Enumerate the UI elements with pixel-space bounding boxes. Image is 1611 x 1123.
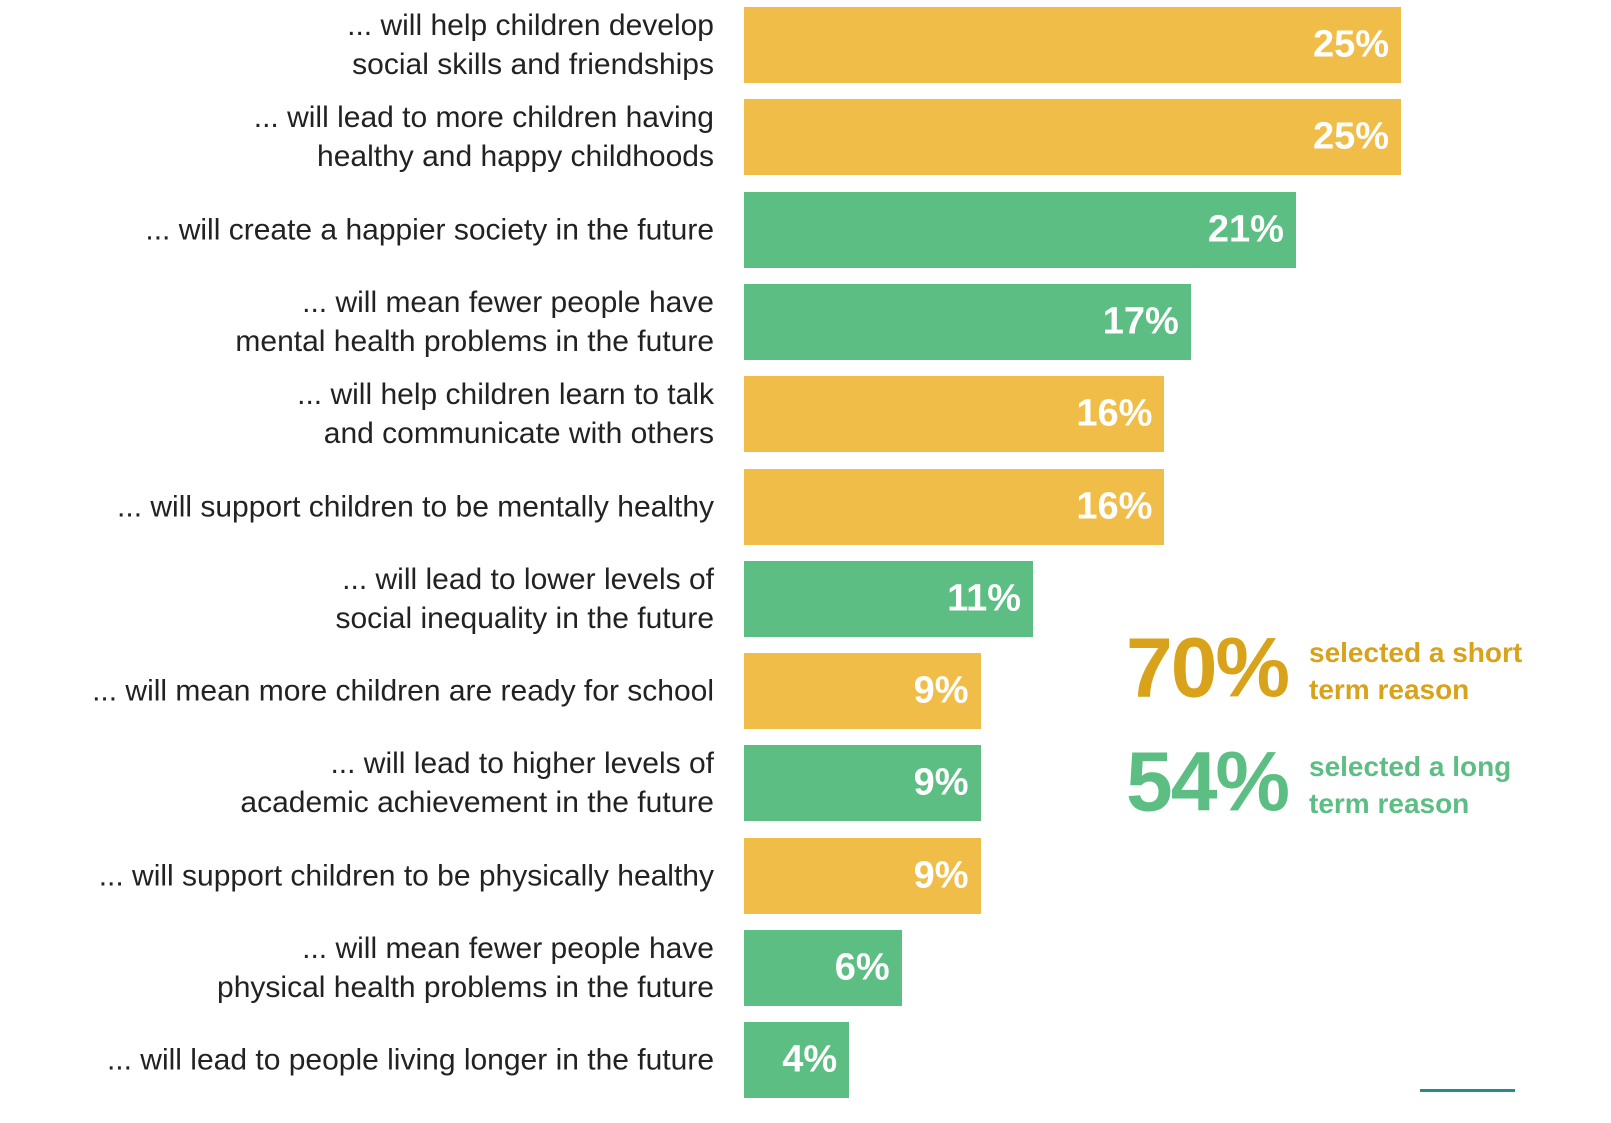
category-label: ... will support children to be mentally… <box>117 490 714 523</box>
category-label: ... will lead to people living longer in… <box>106 1043 714 1077</box>
category-label: ... will mean more children are ready fo… <box>92 674 714 708</box>
annotation-value: 70% <box>1126 620 1290 715</box>
bar <box>744 560 1034 637</box>
footer-line <box>1420 1089 1515 1092</box>
category-label: ... will mean fewer people have mental h… <box>235 285 714 358</box>
bar <box>744 468 1165 545</box>
bar <box>744 930 902 1006</box>
value-label: 4% <box>782 1038 838 1081</box>
bar <box>744 7 1401 83</box>
bar <box>744 283 1191 360</box>
category-label: ... will mean fewer people have physical… <box>217 932 714 1004</box>
value-label: 9% <box>913 761 969 804</box>
bar <box>744 99 1401 176</box>
bar <box>744 376 1165 453</box>
value-label: 16% <box>1076 392 1153 435</box>
value-label: 25% <box>1312 115 1389 158</box>
value-label: 9% <box>913 669 969 712</box>
value-label: 21% <box>1207 208 1284 251</box>
value-label: 11% <box>947 577 1022 620</box>
category-label: ... will help children develop social sk… <box>347 9 714 81</box>
category-label: ... will help children learn to talk and… <box>297 378 714 451</box>
value-label: 16% <box>1076 485 1153 527</box>
category-label: ... will support children to be physical… <box>98 859 714 893</box>
bar <box>744 191 1296 268</box>
category-label: ... will lead to more children having he… <box>253 101 714 174</box>
bar <box>744 1022 850 1099</box>
category-label: ... will create a happier society in the… <box>145 213 714 247</box>
value-label: 17% <box>1102 300 1179 343</box>
bar <box>744 653 981 730</box>
value-label: 6% <box>834 946 890 989</box>
category-label: ... will lead to higher levels of academ… <box>240 747 714 820</box>
annotation-text: selected a short term reason <box>1309 637 1523 705</box>
bar <box>744 837 981 914</box>
value-label: 9% <box>913 854 969 897</box>
value-label: 25% <box>1312 23 1389 66</box>
annotation-value: 54% <box>1126 734 1290 829</box>
annotation-text: selected a long term reason <box>1309 751 1512 819</box>
bar <box>744 745 981 822</box>
category-label: ... will lead to lower levels of social … <box>335 562 714 635</box>
